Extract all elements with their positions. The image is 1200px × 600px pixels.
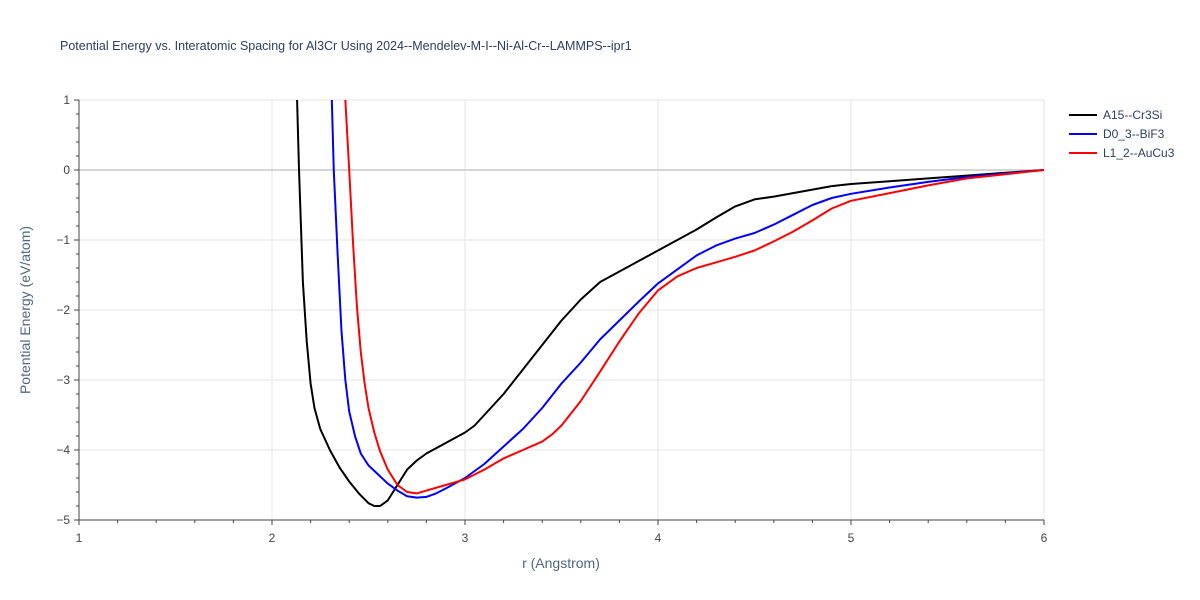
legend-item[interactable]: A15--Cr3Si xyxy=(1069,108,1162,122)
plot-area xyxy=(296,100,1044,507)
legend-item[interactable]: D0_3--BiF3 xyxy=(1069,127,1165,141)
y-tick-label: −5 xyxy=(56,513,70,527)
y-tick-label: −4 xyxy=(56,443,70,457)
chart-title: Potential Energy vs. Interatomic Spacing… xyxy=(60,39,632,53)
legend-label: D0_3--BiF3 xyxy=(1103,127,1165,141)
y-tick-label: 0 xyxy=(63,163,70,177)
series-line xyxy=(330,100,1044,499)
series-line xyxy=(344,100,1044,495)
y-tick-label: −3 xyxy=(56,373,70,387)
tick-labels: 1 2 3 4 5 6 1 0 −1 −2 −3 −4 −5 xyxy=(56,93,1047,545)
x-tick-label: 6 xyxy=(1041,531,1048,545)
y-tick-label: −1 xyxy=(56,233,70,247)
y-tick-label: 1 xyxy=(63,93,70,107)
grid xyxy=(78,99,1045,521)
series-line xyxy=(296,100,1044,507)
x-tick-label: 4 xyxy=(655,531,662,545)
x-tick-label: 5 xyxy=(848,531,855,545)
x-tick-label: 3 xyxy=(462,531,469,545)
y-axis-title: Potential Energy (eV/atom) xyxy=(17,226,33,394)
y-tick-label: −2 xyxy=(56,303,70,317)
legend-item[interactable]: L1_2--AuCu3 xyxy=(1069,146,1175,160)
legend-label: A15--Cr3Si xyxy=(1103,108,1162,122)
x-tick-label: 1 xyxy=(76,531,83,545)
axes xyxy=(74,99,1045,525)
legend-label: L1_2--AuCu3 xyxy=(1103,146,1175,160)
x-axis-title: r (Angstrom) xyxy=(522,555,600,571)
legend[interactable]: A15--Cr3Si D0_3--BiF3 L1_2--AuCu3 xyxy=(1069,108,1175,160)
x-tick-label: 2 xyxy=(269,531,276,545)
